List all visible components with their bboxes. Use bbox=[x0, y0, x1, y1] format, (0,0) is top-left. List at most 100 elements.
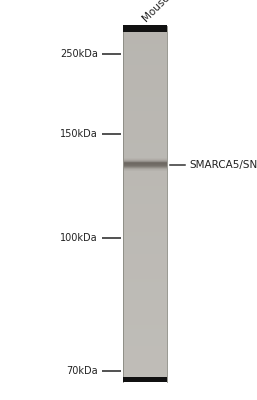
Bar bbox=[123, 115, 167, 118]
Bar bbox=[123, 200, 167, 204]
Bar bbox=[123, 271, 167, 275]
Bar bbox=[124, 167, 167, 168]
Bar bbox=[124, 160, 167, 161]
Bar bbox=[124, 168, 167, 169]
Bar bbox=[124, 165, 167, 166]
Bar bbox=[123, 164, 167, 168]
Bar bbox=[123, 29, 167, 33]
Bar bbox=[124, 161, 167, 162]
Bar bbox=[123, 296, 167, 300]
Bar bbox=[123, 332, 167, 336]
Bar bbox=[123, 225, 167, 229]
Bar bbox=[123, 79, 167, 83]
Bar bbox=[123, 43, 167, 47]
Bar bbox=[123, 72, 167, 76]
Bar bbox=[123, 100, 167, 104]
Bar bbox=[124, 164, 167, 165]
Bar bbox=[123, 143, 167, 147]
Bar bbox=[123, 243, 167, 247]
Bar bbox=[124, 163, 167, 164]
Bar bbox=[123, 364, 167, 368]
Text: SMARCA5/SNF2H: SMARCA5/SNF2H bbox=[189, 160, 257, 170]
Bar bbox=[123, 140, 167, 144]
Bar bbox=[123, 257, 167, 261]
Bar bbox=[123, 186, 167, 190]
Bar bbox=[124, 159, 167, 160]
Bar bbox=[123, 239, 167, 243]
Bar bbox=[123, 275, 167, 279]
Bar bbox=[123, 282, 167, 286]
Bar bbox=[123, 264, 167, 268]
Bar bbox=[124, 166, 167, 167]
Bar bbox=[123, 260, 167, 264]
Bar bbox=[123, 122, 167, 126]
Bar bbox=[124, 170, 167, 171]
Bar bbox=[123, 182, 167, 186]
Bar bbox=[123, 232, 167, 236]
Bar bbox=[123, 175, 167, 179]
Bar bbox=[124, 162, 167, 163]
Bar bbox=[124, 169, 167, 170]
Bar bbox=[123, 350, 167, 354]
Bar bbox=[124, 164, 167, 165]
Bar bbox=[123, 214, 167, 218]
Text: 70kDa: 70kDa bbox=[66, 366, 98, 376]
Bar bbox=[124, 166, 167, 167]
Bar bbox=[124, 158, 167, 159]
Bar bbox=[124, 162, 167, 163]
Bar bbox=[123, 222, 167, 225]
Bar bbox=[123, 76, 167, 79]
Bar bbox=[123, 129, 167, 133]
Bar bbox=[123, 40, 167, 44]
Bar bbox=[123, 50, 167, 54]
Bar bbox=[123, 218, 167, 222]
Bar bbox=[123, 161, 167, 165]
Bar bbox=[123, 47, 167, 51]
Text: Mouse thymus: Mouse thymus bbox=[141, 0, 201, 24]
Bar bbox=[123, 371, 167, 375]
Text: 250kDa: 250kDa bbox=[60, 49, 98, 59]
Bar bbox=[123, 339, 167, 343]
Bar bbox=[123, 132, 167, 136]
Bar bbox=[123, 303, 167, 307]
Bar bbox=[123, 377, 167, 382]
Bar bbox=[123, 378, 167, 382]
Bar bbox=[123, 93, 167, 97]
Bar bbox=[123, 111, 167, 115]
Bar bbox=[123, 314, 167, 318]
Bar bbox=[124, 160, 167, 161]
Bar bbox=[123, 254, 167, 258]
Bar bbox=[123, 54, 167, 58]
Bar bbox=[123, 36, 167, 40]
Bar bbox=[123, 228, 167, 232]
Bar bbox=[123, 289, 167, 293]
Bar bbox=[123, 342, 167, 346]
Bar bbox=[123, 300, 167, 304]
Bar bbox=[124, 161, 167, 162]
Bar bbox=[123, 150, 167, 154]
Bar bbox=[123, 374, 167, 378]
Bar bbox=[123, 360, 167, 364]
Bar bbox=[123, 193, 167, 197]
Bar bbox=[123, 108, 167, 112]
Bar bbox=[123, 147, 167, 150]
Bar bbox=[123, 154, 167, 158]
Bar bbox=[123, 118, 167, 122]
Bar bbox=[123, 104, 167, 108]
Bar bbox=[124, 165, 167, 166]
Bar bbox=[123, 207, 167, 211]
Bar bbox=[123, 204, 167, 208]
Bar bbox=[123, 211, 167, 215]
Bar bbox=[123, 346, 167, 350]
Bar bbox=[123, 353, 167, 357]
Bar bbox=[123, 357, 167, 361]
Bar bbox=[124, 169, 167, 170]
Bar bbox=[123, 33, 167, 37]
Bar bbox=[124, 160, 167, 161]
Bar bbox=[124, 167, 167, 168]
Bar bbox=[123, 26, 167, 30]
Text: 150kDa: 150kDa bbox=[60, 129, 98, 139]
Bar bbox=[123, 278, 167, 282]
Bar bbox=[123, 86, 167, 90]
Bar bbox=[123, 321, 167, 325]
